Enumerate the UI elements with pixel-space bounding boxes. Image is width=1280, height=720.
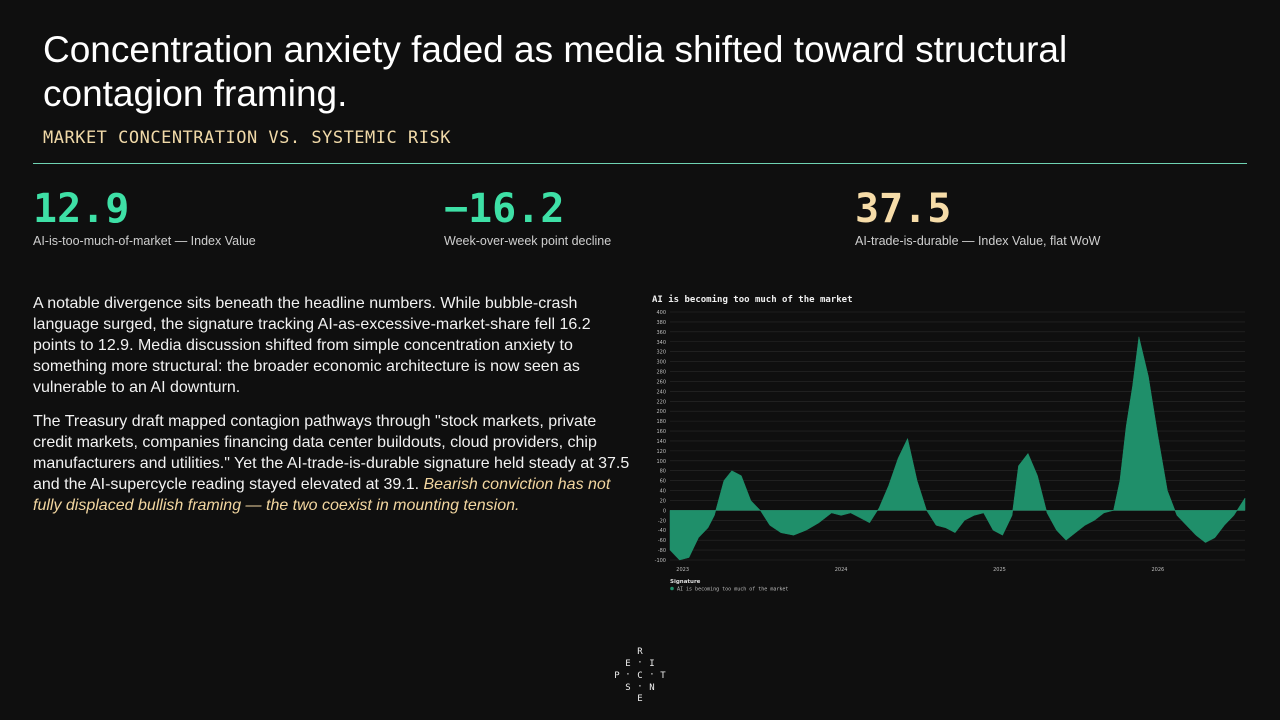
- svg-text:E: E: [625, 659, 630, 669]
- y-tick-label: 140: [656, 439, 666, 445]
- svg-text:·: ·: [649, 670, 654, 680]
- legend-title: Signature: [670, 579, 701, 585]
- y-tick-label: 360: [656, 330, 666, 336]
- kpi-value: −16.2: [444, 186, 565, 232]
- legend-label: AI is becoming too much of the market: [677, 587, 788, 593]
- svg-text:C: C: [637, 671, 642, 681]
- kpi-value: 37.5: [855, 186, 952, 232]
- svg-text:S: S: [625, 683, 630, 693]
- y-tick-label: 180: [656, 419, 666, 425]
- y-tick-label: 0: [663, 508, 666, 514]
- kpi-label: AI-trade-is-durable — Index Value, flat …: [855, 234, 1101, 248]
- body-paragraph-1: A notable divergence sits beneath the he…: [33, 295, 591, 396]
- svg-text:·: ·: [637, 682, 642, 692]
- y-tick-label: 20: [660, 498, 666, 504]
- y-tick-label: 260: [656, 379, 666, 385]
- y-tick-label: 280: [656, 370, 666, 376]
- page-title: Concentration anxiety faded as media shi…: [43, 29, 1068, 114]
- body-emphasis: Bearish conviction has not fully displac…: [33, 476, 611, 514]
- x-tick-label: 2026: [1152, 567, 1165, 573]
- y-tick-label: 200: [656, 409, 666, 415]
- body-paragraph-2-text: The Treasury draft mapped contagion path…: [33, 413, 630, 493]
- y-tick-label: 300: [656, 360, 666, 366]
- svg-text:P: P: [614, 671, 620, 681]
- svg-text:T: T: [660, 671, 666, 681]
- y-tick-label: -100: [655, 558, 666, 564]
- x-tick-label: 2023: [676, 567, 689, 573]
- series-area: [669, 336, 1246, 561]
- kpi-trade-durable: 37.5 AI-trade-is-durable — Index Value, …: [855, 186, 1100, 248]
- legend-swatch: [670, 586, 674, 591]
- y-tick-label: 220: [656, 399, 666, 405]
- page-subtitle: MARKET CONCENTRATION VS. SYSTEMIC RISK: [43, 128, 451, 148]
- y-tick-label: 120: [656, 449, 666, 455]
- y-tick-label: -20: [658, 518, 666, 524]
- body-copy: A notable divergence sits beneath the he…: [33, 293, 633, 529]
- x-tick-label: 2024: [835, 567, 848, 573]
- x-tick-label: 2025: [993, 567, 1006, 573]
- y-tick-label: 80: [660, 469, 666, 475]
- svg-text:·: ·: [625, 670, 630, 680]
- y-tick-label: 340: [656, 340, 666, 346]
- header-divider: [33, 163, 1247, 164]
- svg-text:R: R: [637, 647, 643, 657]
- y-tick-label: 40: [660, 489, 666, 495]
- y-tick-label: -40: [658, 528, 666, 534]
- y-tick-label: 400: [656, 310, 666, 316]
- y-tick-label: 320: [656, 350, 666, 356]
- svg-text:N: N: [649, 683, 654, 693]
- y-tick-label: 100: [656, 459, 666, 465]
- y-tick-label: 240: [656, 389, 666, 395]
- y-tick-label: -80: [658, 548, 666, 554]
- svg-text:·: ·: [637, 658, 642, 668]
- chart-title: AI is becoming too much of the market: [652, 294, 852, 305]
- y-tick-label: 60: [660, 479, 666, 485]
- concentration-area-chart: AI is becoming too much of the market -10…: [652, 294, 1246, 593]
- kpi-label: AI-is-too-much-of-market — Index Value: [33, 234, 256, 248]
- kpi-value: 12.9: [33, 186, 130, 232]
- kpi-label: Week-over-week point decline: [444, 234, 612, 248]
- kpi-too-much-of-market: 12.9 AI-is-too-much-of-market — Index Va…: [33, 186, 256, 248]
- svg-text:E: E: [637, 694, 642, 701]
- kpi-wow-decline: −16.2 Week-over-week point decline: [444, 186, 611, 248]
- body-paragraph-2: The Treasury draft mapped contagion path…: [33, 411, 633, 516]
- y-tick-label: 160: [656, 429, 666, 435]
- brand-logo: R E · I P · C · T S · N E: [614, 647, 666, 701]
- y-tick-label: -60: [658, 538, 666, 544]
- y-tick-label: 380: [656, 320, 666, 326]
- svg-text:I: I: [649, 659, 654, 669]
